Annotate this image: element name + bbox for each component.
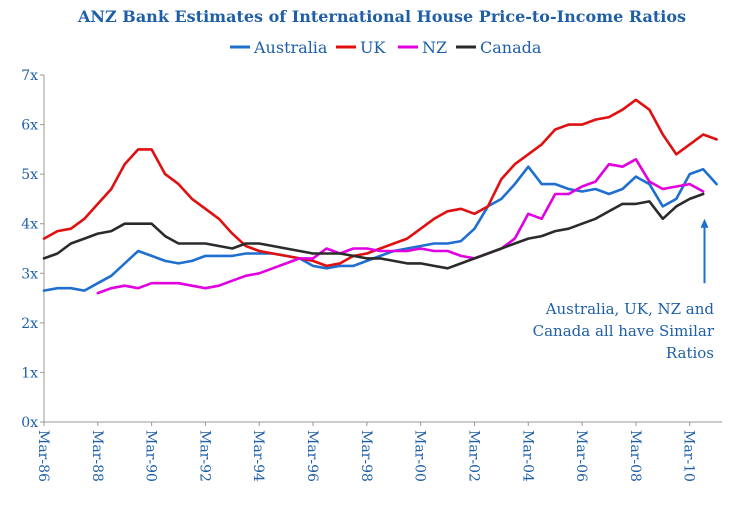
y-tick-label: 1x xyxy=(21,365,38,381)
x-tick-label: Mar-86 xyxy=(35,430,51,482)
x-ticks: Mar-86 Mar-88 Mar-90 Mar-92 Mar-94 Mar-96 Mar-… xyxy=(35,422,697,482)
x-tick-label: Mar-00 xyxy=(412,430,428,482)
x-tick-label: Mar-96 xyxy=(304,430,320,482)
x-tick-label: Mar-10 xyxy=(681,430,697,482)
y-tick-label: 7x xyxy=(21,68,38,84)
series-lines xyxy=(42,98,718,295)
y-tick-label: 5x xyxy=(21,167,38,183)
series-line-australia xyxy=(42,165,718,292)
x-tick-label: Mar-88 xyxy=(89,430,105,482)
annotation-line-2: Canada all have Similar xyxy=(533,322,715,340)
legend-label: NZ xyxy=(422,38,447,57)
y-tick-label: 3x xyxy=(21,266,38,282)
annotation-arrowhead xyxy=(700,218,709,228)
y-tick-label: 2x xyxy=(21,316,38,332)
x-tick-label: Mar-94 xyxy=(250,430,266,482)
x-tick-label: Mar-02 xyxy=(465,430,481,482)
annotation-line-3: Ratios xyxy=(666,344,714,362)
y-tick-label: 0x xyxy=(21,415,38,431)
series-line-uk xyxy=(42,98,718,268)
legend-label: Canada xyxy=(480,38,542,57)
legend: Australia UK NZ Canada xyxy=(230,38,542,57)
x-tick-label: Mar-98 xyxy=(358,430,374,482)
annotation: Australia, UK, NZ and Canada all have Si… xyxy=(533,218,715,362)
y-ticks: 0x 1x 2x 3x 4x 5x 6x 7x xyxy=(21,68,44,431)
plot-area: 0x 1x 2x 3x 4x 5x 6x 7x Mar-86 Mar-88 Mar-90 Mar-9… xyxy=(21,68,722,482)
x-tick-label: Mar-04 xyxy=(519,430,535,482)
x-tick-label: Mar-92 xyxy=(196,430,212,482)
chart-title: ANZ Bank Estimates of International Hous… xyxy=(77,7,686,26)
y-tick-label: 6x xyxy=(21,118,38,134)
annotation-line-1: Australia, UK, NZ and xyxy=(545,300,715,318)
x-tick-label: Mar-90 xyxy=(143,430,159,482)
x-tick-label: Mar-08 xyxy=(627,430,643,482)
series-line-nz xyxy=(96,158,705,295)
x-tick-label: Mar-06 xyxy=(573,430,589,482)
series-line-canada xyxy=(42,192,705,270)
legend-label: Australia xyxy=(253,38,328,57)
y-tick-label: 4x xyxy=(21,217,38,233)
legend-label: UK xyxy=(360,38,386,57)
